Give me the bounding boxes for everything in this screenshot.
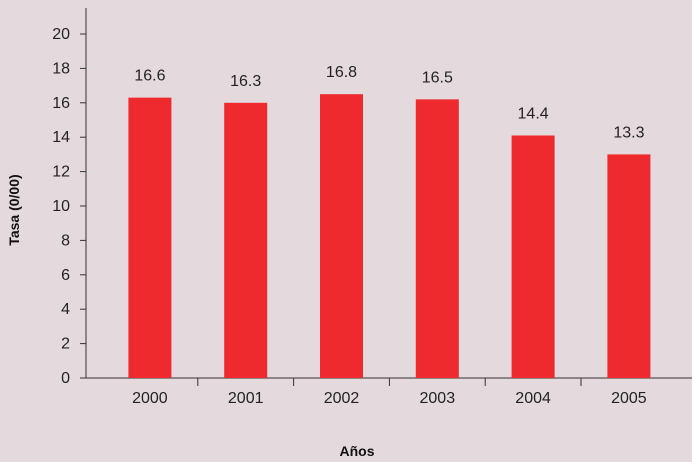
y-tick-label: 0	[61, 370, 70, 387]
data-label-2005: 13.3	[613, 124, 644, 141]
x-tick-label: 2002	[324, 390, 360, 407]
y-tick-label: 16	[52, 95, 70, 112]
y-axis: 0 2 4 6 8 10 12 14 16 18 20	[52, 8, 87, 387]
data-label-2002: 16.8	[326, 64, 357, 81]
x-axis-title: Años	[340, 443, 375, 459]
x-axis: 2000 2001 2002 2003 2004 2005	[86, 377, 692, 407]
y-tick-label: 14	[52, 129, 70, 146]
x-tick-label: 2004	[515, 390, 551, 407]
bar-2000	[128, 97, 172, 378]
x-tick-label: 2005	[611, 390, 647, 407]
data-label-2003: 16.5	[422, 69, 453, 86]
y-tick-label: 2	[61, 336, 70, 353]
x-tick-label: 2003	[420, 390, 456, 407]
y-tick-label: 8	[61, 232, 70, 249]
y-axis-title: Tasa (0/00)	[6, 174, 22, 245]
y-tick-label: 12	[52, 164, 70, 181]
y-tick-label: 4	[61, 301, 70, 318]
data-label-2004: 14.4	[518, 105, 549, 122]
data-label-2001: 16.3	[230, 73, 261, 90]
bars	[128, 94, 651, 379]
bar-2002	[320, 94, 363, 378]
x-tick-label: 2000	[132, 390, 168, 407]
bar-2004	[511, 135, 555, 378]
y-tick-label: 10	[52, 198, 70, 215]
bar-2003	[415, 99, 459, 379]
y-tick-label: 18	[52, 60, 70, 77]
x-tick-label: 2001	[228, 390, 264, 407]
y-tick-label: 20	[52, 26, 70, 43]
y-tick-label: 6	[61, 267, 70, 284]
bar-2001	[224, 102, 268, 379]
data-labels: 16.6 16.3 16.8 16.5 14.4 13.3	[134, 64, 644, 141]
data-label-2000: 16.6	[134, 68, 165, 85]
bar-2005	[607, 154, 651, 378]
